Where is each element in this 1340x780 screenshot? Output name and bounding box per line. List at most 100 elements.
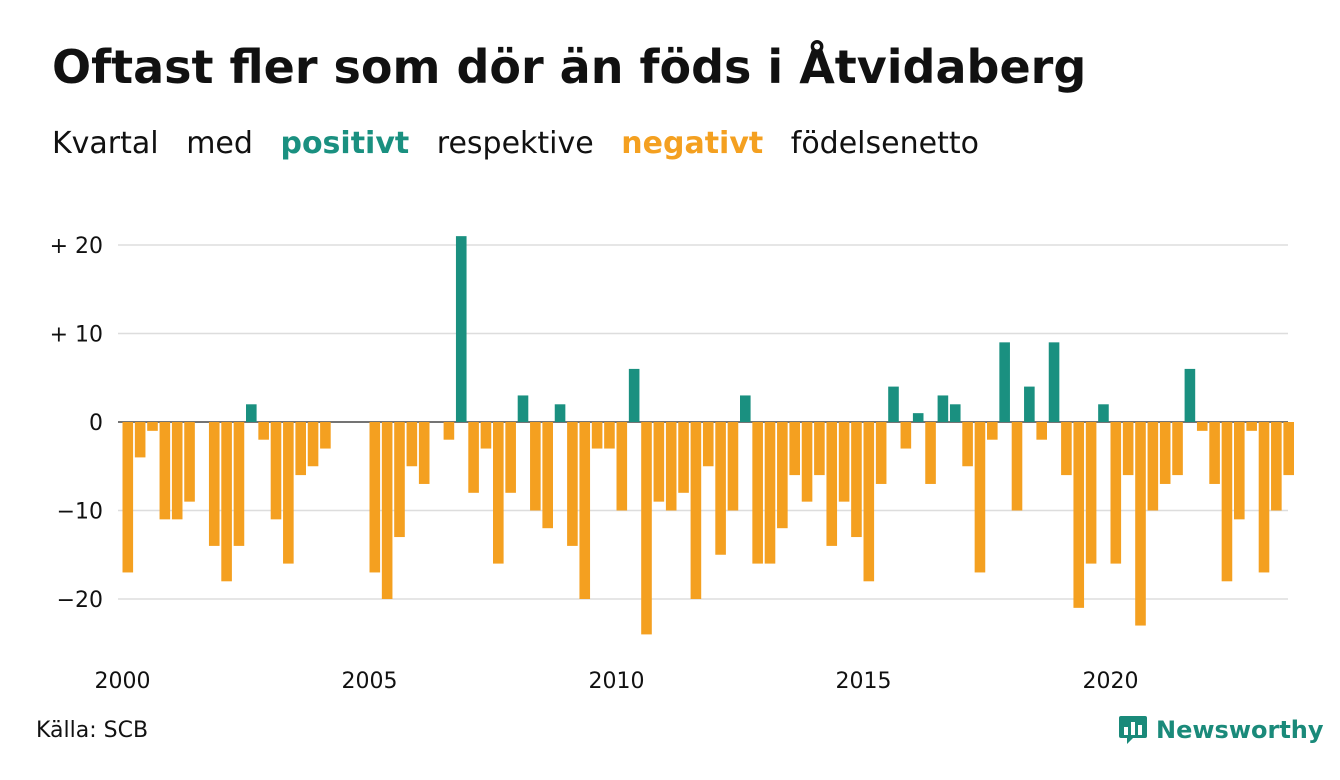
y-tick-label: + 20 [50, 234, 103, 259]
bar-negative [727, 422, 739, 511]
bar-negative [764, 422, 776, 564]
bar-negative [1246, 422, 1257, 431]
bar-chart-speech-icon [1119, 716, 1147, 744]
bar-positive [517, 395, 529, 422]
x-tick-label: 2015 [836, 669, 892, 694]
bar-negative [468, 422, 479, 493]
bar-negative [307, 422, 319, 467]
bar-positive [246, 404, 257, 422]
x-tick-label: 2000 [95, 669, 151, 694]
bar-negative [295, 422, 306, 476]
bar-negative [1147, 422, 1159, 511]
bar-negative [530, 422, 541, 511]
bar-negative [665, 422, 677, 511]
bar-negative [418, 422, 430, 484]
bar-negative [505, 422, 516, 493]
bar-negative [1073, 422, 1085, 608]
bar-negative [900, 422, 912, 449]
bar-negative [122, 422, 134, 573]
bar-negative [134, 422, 146, 458]
bar-negative [542, 422, 553, 529]
bar-negative [394, 422, 405, 538]
bar-negative [851, 422, 862, 538]
bar-positive [455, 236, 467, 422]
bar-negative [233, 422, 245, 546]
bar-positive [1098, 404, 1109, 422]
bar-negative [1036, 422, 1047, 440]
bar-negative [147, 422, 158, 431]
bar-negative [1234, 422, 1245, 520]
bar-negative [1172, 422, 1183, 476]
bar-negative [641, 422, 652, 635]
chart-title: Oftast fler som dör än föds i Åtvidaberg [52, 40, 1087, 94]
bar-negative [1122, 422, 1134, 476]
bar-positive [1048, 342, 1060, 422]
bar-negative [208, 422, 220, 546]
bar-positive [937, 395, 949, 422]
bar-negative [752, 422, 763, 564]
bar-negative [221, 422, 232, 582]
subtitle-word: med [186, 126, 253, 161]
bar-negative [863, 422, 875, 582]
subtitle-negative: negativt [621, 126, 764, 161]
bar-negative [579, 422, 591, 599]
bar-negative [702, 422, 714, 467]
bar-positive [949, 404, 961, 422]
bar-negative [1110, 422, 1122, 564]
subtitle-word: födelsenetto [790, 126, 979, 161]
bar-negative [616, 422, 628, 511]
bar-negative [962, 422, 973, 467]
bar-positive [888, 386, 899, 422]
bar-negative [1271, 422, 1282, 511]
y-tick-label: + 10 [50, 323, 103, 348]
bar-negative [1061, 422, 1072, 476]
bar-negative [838, 422, 850, 502]
y-tick-label: −10 [57, 500, 103, 525]
bar-negative [1258, 422, 1270, 573]
bar-negative [480, 422, 492, 449]
bar-positive [1024, 386, 1035, 422]
bar-positive [999, 342, 1010, 422]
subtitle-positive: positivt [280, 126, 410, 161]
bar-negative [1085, 422, 1097, 564]
source-note: Källa: SCB [36, 718, 149, 743]
brand-logo: Newsworthy [1118, 714, 1324, 746]
x-tick-label: 2005 [342, 669, 398, 694]
bar-negative [381, 422, 393, 599]
bar-positive [628, 368, 640, 422]
bar-negative [567, 422, 578, 546]
bar-negative [1196, 422, 1208, 431]
bar-negative [690, 422, 702, 599]
bar-negative [171, 422, 183, 520]
bar-negative [493, 422, 504, 564]
y-tick-label: 0 [89, 411, 103, 436]
y-axis-ticks: + 20 + 10 0 −10 −20 [50, 234, 103, 613]
bar-negative [159, 422, 171, 520]
bar-negative [406, 422, 418, 467]
bar-negative [1159, 422, 1171, 484]
bars [122, 236, 1294, 635]
brand-name: Newsworthy [1156, 716, 1324, 744]
bar-positive [1184, 368, 1196, 422]
subtitle-word: respektive [436, 126, 594, 161]
bar-negative [270, 422, 282, 520]
bar-positive [554, 404, 566, 422]
bar-negative [1221, 422, 1233, 582]
bar-negative [789, 422, 800, 476]
bar-negative [925, 422, 936, 484]
subtitle-word: Kvartal [52, 126, 159, 161]
bar-negative [184, 422, 195, 502]
bar-negative [678, 422, 689, 493]
bar-negative [604, 422, 615, 449]
bar-negative [987, 422, 998, 440]
bar-positive [740, 395, 751, 422]
bar-negative [653, 422, 665, 502]
bar-negative [283, 422, 294, 564]
bar-negative [320, 422, 331, 449]
bar-negative [1283, 422, 1294, 476]
bar-negative [826, 422, 838, 546]
bar-positive [912, 413, 924, 422]
x-tick-label: 2010 [589, 669, 645, 694]
bar-negative [1209, 422, 1220, 484]
